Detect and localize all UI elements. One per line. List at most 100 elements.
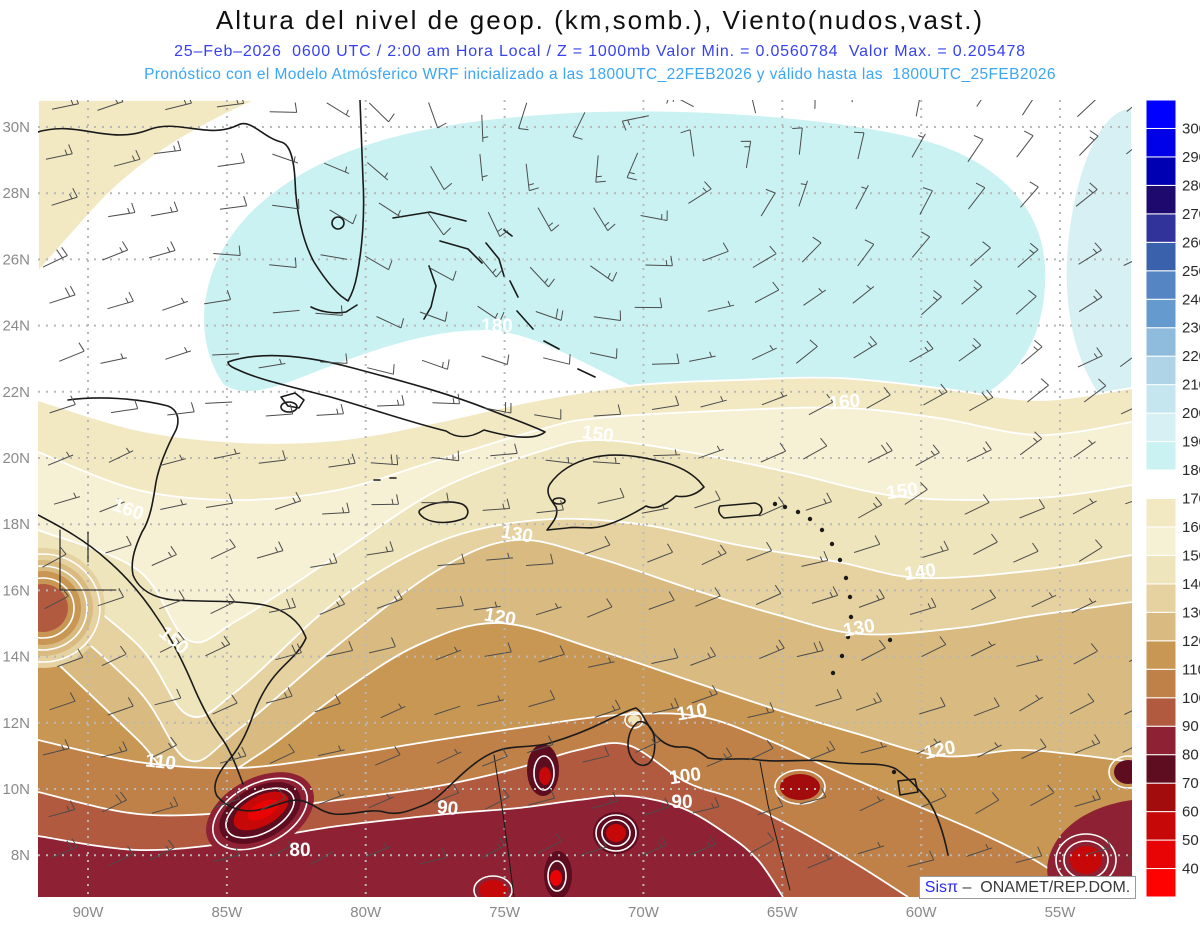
colorbar-tick-label: 130: [1182, 604, 1200, 621]
lon-tick-label: 80W: [350, 904, 382, 921]
contour-label: 110: [144, 750, 177, 774]
coast-jamaica: [418, 501, 469, 524]
shade-blob: [479, 880, 507, 897]
coast-zapata-bay: [280, 392, 305, 409]
colorbar-segment: [1145, 241, 1177, 272]
island-dot: [847, 594, 853, 600]
colorbar-segment: [1145, 156, 1177, 186]
island-dot: [782, 504, 788, 510]
isla-juventud: [280, 401, 298, 413]
coast-puerto-rico: [718, 502, 763, 519]
lon-tick-label: 75W: [489, 904, 521, 921]
colorbar-segment: [1145, 782, 1177, 813]
borders-belize-guatemala: [59, 529, 117, 591]
shade-blob: [1114, 760, 1132, 784]
lat-tick-label: 18N: [2, 516, 30, 533]
colorbar-segment: [1145, 668, 1177, 699]
colorbar-tick-label: 270: [1182, 206, 1200, 223]
lat-tick-label: 30N: [2, 119, 30, 136]
contour-label: 180: [481, 316, 513, 337]
colorbar-tick-label: 100: [1182, 690, 1200, 707]
lat-tick-label: 10N: [2, 781, 30, 798]
valid-time-subtitle: 25–Feb–2026 0600 UTC / 2:00 am Hora Loca…: [174, 43, 1026, 60]
contour-label: 140: [903, 560, 937, 585]
lat-tick-label: 14N: [2, 649, 30, 666]
colorbar-tick-label: 180: [1182, 462, 1200, 479]
colorbar-segment: [1145, 99, 1177, 129]
contour-line: [38, 794, 784, 897]
island-dot: [848, 614, 854, 620]
colorbar-tick-label: 70: [1182, 775, 1199, 792]
watermark-separator: –: [958, 878, 981, 896]
colorbar-tick-label: 220: [1182, 348, 1200, 365]
shade-blob: [550, 870, 562, 886]
shade-180-190: [202, 109, 1047, 428]
contour-label: 150: [885, 479, 919, 504]
lon-tick-label: 65W: [767, 904, 799, 921]
colorbar: 40 50 60 70 80 90 100 110 120 130 140 150 160 170 180 1…: [1145, 99, 1200, 898]
island-dot: [807, 516, 813, 522]
colorbar-segment: [1145, 640, 1177, 670]
shade-blob: [539, 767, 551, 785]
colorbar-segment: [1145, 270, 1177, 300]
contour-ring: [38, 553, 101, 663]
coast-trinidad: [897, 778, 919, 796]
island-dot: [772, 501, 778, 507]
contour-ring: [601, 819, 631, 847]
lat-tick-label: 12N: [2, 715, 30, 732]
colorbar-tick-label: 120: [1182, 633, 1200, 650]
colorbar-segment: [1145, 469, 1177, 500]
lat-tick-label: 28N: [2, 185, 30, 202]
model-run-subtitle: Pronóstico con el Modelo Atmósferico WRF…: [144, 66, 1056, 83]
contour-line: [38, 517, 1132, 718]
colorbar-tick-label: 290: [1182, 149, 1200, 166]
shade-blob: [606, 824, 626, 842]
island-dot: [891, 769, 897, 775]
colorbar-segment: [1145, 811, 1177, 841]
colorbar-tick-label: 300: [1182, 121, 1200, 138]
colorbar-tick-label: 110: [1182, 661, 1200, 678]
contour-label: 90: [671, 792, 692, 813]
contour-ring: [595, 814, 637, 852]
colorbar-tick-label: 50: [1182, 832, 1199, 849]
contour-ring: [38, 565, 88, 651]
contour-label: 90: [436, 797, 459, 820]
island-dot: [839, 653, 845, 659]
colorbar-tick-label: 160: [1182, 519, 1200, 536]
island-dot: [843, 575, 849, 581]
island-dot: [837, 557, 843, 563]
lat-tick-label: 20N: [2, 450, 30, 467]
colorbar-tick-label: 170: [1182, 491, 1200, 508]
shade-blob: [780, 774, 820, 800]
coast-pacific-central-america: [38, 514, 244, 785]
coast-gulf-florida: [38, 100, 365, 302]
lake-maracaibo: [627, 720, 656, 767]
colorbar-segment: [1145, 554, 1177, 585]
contour-ring: [225, 787, 295, 839]
colorbar-segment: [1145, 327, 1177, 357]
colorbar-segment: [1145, 725, 1177, 756]
colorbar-tick-label: 150: [1182, 547, 1200, 564]
island-dot: [819, 527, 825, 533]
colorbar-tick-label: 230: [1182, 320, 1200, 337]
lat-tick-label: 16N: [2, 582, 30, 599]
colorbar-segment: [1145, 441, 1177, 471]
colorbar-segment: [1145, 754, 1177, 784]
colorbar-segment: [1145, 213, 1177, 243]
lat-tick-label: 24N: [2, 318, 30, 335]
colorbar-tick-label: 240: [1182, 291, 1200, 308]
contour-ring: [624, 711, 644, 729]
colorbar-tick-label: 280: [1182, 177, 1200, 194]
island-dot: [845, 634, 851, 640]
colorbar-segment: [1145, 498, 1177, 528]
colorbar-tick-label: 60: [1182, 804, 1199, 821]
shade-190-200: [1064, 107, 1132, 432]
colorbar-segment: [1145, 611, 1177, 642]
watermark-box: Sisπ – ONAMET/REP.DOM.: [919, 876, 1136, 899]
shade-blob: [38, 584, 68, 632]
contour-label: 150: [581, 422, 615, 447]
colorbar-segment: [1145, 355, 1177, 386]
wind-barb-glyphs: [42, 100, 1132, 869]
colorbar-tick-label: 80: [1182, 747, 1199, 764]
